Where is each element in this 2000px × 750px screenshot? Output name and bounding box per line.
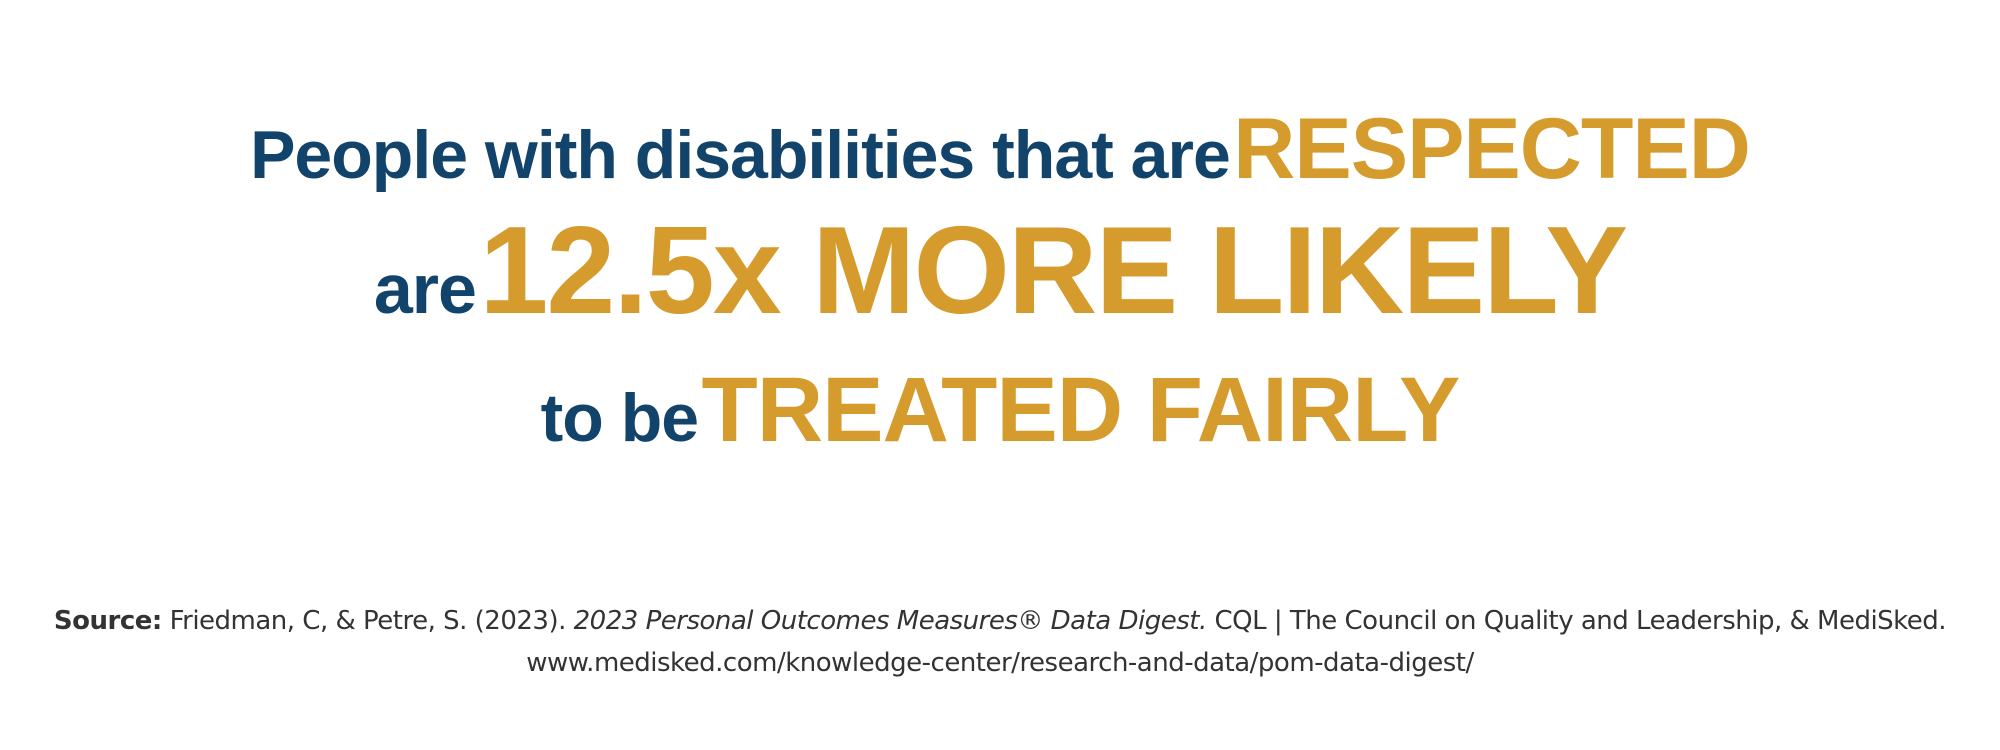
headline-text: People with disabilities that are: [250, 117, 1231, 193]
headline-text: are: [373, 250, 477, 328]
source-line: Source: Friedman, C, & Petre, S. (2023).…: [0, 606, 2000, 636]
source-label: Source:: [53, 606, 162, 636]
headline-line: People with disabilities that are RESPEC…: [0, 100, 2000, 199]
headline-emphasis: TREATED FAIRLY: [701, 359, 1461, 461]
source-url: www.medisked.com/knowledge-center/resear…: [0, 648, 2000, 678]
headline-emphasis: RESPECTED: [1233, 101, 1751, 197]
headline-line: are 12.5x MORE LIKELY: [0, 200, 2000, 342]
source-publisher: CQL | The Council on Quality and Leaders…: [1214, 606, 1947, 636]
headline-line: to be TREATED FAIRLY: [0, 358, 2000, 463]
source-url-text: www.medisked.com/knowledge-center/resear…: [526, 648, 1474, 678]
headline-emphasis: 12.5x MORE LIKELY: [479, 202, 1628, 340]
source-title: 2023 Personal Outcomes Measures® Data Di…: [573, 606, 1208, 636]
headline-text: to be: [540, 380, 699, 456]
source-authors: Friedman, C, & Petre, S. (2023).: [169, 606, 567, 636]
